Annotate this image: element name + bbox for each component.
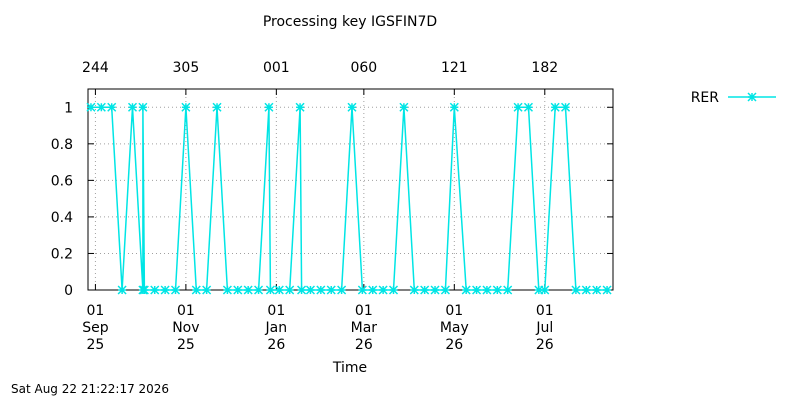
data-point bbox=[503, 285, 513, 295]
data-point bbox=[571, 285, 581, 295]
y-tick-label: 0.6 bbox=[51, 173, 73, 189]
data-point bbox=[472, 285, 482, 295]
data-point bbox=[378, 285, 388, 295]
data-point bbox=[222, 285, 232, 295]
plot-frame bbox=[87, 88, 614, 291]
x-top-tick-label: 305 bbox=[173, 60, 200, 76]
data-point bbox=[285, 285, 295, 295]
x-tick-label-year: 26 bbox=[355, 337, 373, 353]
data-point bbox=[399, 102, 409, 112]
data-point bbox=[265, 285, 275, 295]
data-point bbox=[264, 102, 274, 112]
legend-label: RER bbox=[691, 90, 720, 106]
data-point bbox=[138, 102, 148, 112]
x-tick-label-month: Mar bbox=[351, 320, 378, 336]
x-tick-label-day: 01 bbox=[445, 303, 463, 319]
chart-title: Processing key IGSFIN7D bbox=[262, 14, 438, 30]
data-point bbox=[550, 102, 560, 112]
data-point bbox=[326, 285, 336, 295]
x-tick-label-month: Sep bbox=[82, 320, 109, 336]
data-point bbox=[492, 285, 502, 295]
y-tick-label: 1 bbox=[64, 100, 73, 116]
data-point bbox=[212, 102, 222, 112]
x-tick-label-year: 25 bbox=[177, 337, 195, 353]
data-point bbox=[127, 102, 138, 112]
data-point bbox=[243, 285, 253, 295]
timestamp: Sat Aug 22 21:22:17 2026 bbox=[11, 382, 170, 396]
data-point bbox=[254, 285, 264, 295]
data-point bbox=[160, 285, 170, 295]
data-point bbox=[191, 285, 201, 295]
data-point bbox=[602, 285, 612, 295]
data-point bbox=[482, 285, 492, 295]
data-point bbox=[139, 285, 149, 295]
x-top-tick-label: 001 bbox=[263, 60, 290, 76]
y-tick-label: 0 bbox=[64, 283, 73, 299]
data-point bbox=[440, 285, 450, 295]
data-point bbox=[523, 102, 533, 112]
x-tick-label-year: 26 bbox=[445, 337, 463, 353]
x-tick-label-day: 01 bbox=[267, 303, 285, 319]
x-tick-label-year: 26 bbox=[536, 337, 554, 353]
data-point bbox=[581, 285, 591, 295]
data-point bbox=[592, 285, 602, 295]
x-top-tick-label: 121 bbox=[441, 60, 468, 76]
series-rer bbox=[86, 102, 612, 295]
data-point bbox=[337, 285, 347, 295]
data-point bbox=[233, 285, 243, 295]
data-point bbox=[449, 102, 459, 112]
data-point bbox=[430, 285, 440, 295]
data-point bbox=[540, 285, 550, 295]
x-tick-label-day: 01 bbox=[536, 303, 554, 319]
x-tick-label-year: 25 bbox=[87, 337, 105, 353]
data-point bbox=[297, 285, 307, 295]
data-point bbox=[181, 102, 191, 112]
data-point bbox=[86, 102, 96, 112]
legend-marker bbox=[747, 92, 757, 102]
x-axis-label: Time bbox=[332, 360, 368, 376]
data-point bbox=[534, 285, 544, 295]
x-tick-label-month: May bbox=[440, 320, 469, 336]
data-point bbox=[561, 102, 571, 112]
x-tick-label-month: Nov bbox=[172, 320, 199, 336]
data-point bbox=[117, 285, 127, 295]
data-point bbox=[368, 285, 378, 295]
data-point bbox=[409, 285, 419, 295]
data-point bbox=[357, 285, 367, 295]
data-point bbox=[295, 102, 305, 112]
x-tick-label-day: 01 bbox=[177, 303, 195, 319]
data-point bbox=[347, 102, 357, 112]
data-point bbox=[420, 285, 430, 295]
data-point bbox=[388, 285, 399, 295]
x-tick-label-day: 01 bbox=[355, 303, 373, 319]
y-tick-label: 0.2 bbox=[51, 246, 73, 262]
x-tick-label-day: 01 bbox=[87, 303, 105, 319]
data-point bbox=[170, 285, 181, 295]
x-top-tick-label: 244 bbox=[82, 60, 109, 76]
y-tick-label: 0.8 bbox=[51, 137, 73, 153]
data-point bbox=[96, 102, 106, 112]
series-line bbox=[91, 106, 608, 291]
x-tick-label-month: Jan bbox=[265, 320, 288, 336]
data-point bbox=[107, 102, 117, 112]
x-tick-label-month: Jul bbox=[535, 320, 553, 336]
y-tick-label: 0.4 bbox=[51, 210, 73, 226]
data-point bbox=[461, 285, 471, 295]
x-top-tick-label: 060 bbox=[350, 60, 377, 76]
data-point bbox=[274, 285, 284, 295]
data-point bbox=[316, 285, 326, 295]
data-point bbox=[305, 285, 315, 295]
data-point bbox=[150, 285, 160, 295]
x-top-tick-label: 182 bbox=[531, 60, 558, 76]
data-point bbox=[513, 102, 523, 112]
data-point bbox=[202, 285, 212, 295]
x-tick-label-year: 26 bbox=[267, 337, 285, 353]
